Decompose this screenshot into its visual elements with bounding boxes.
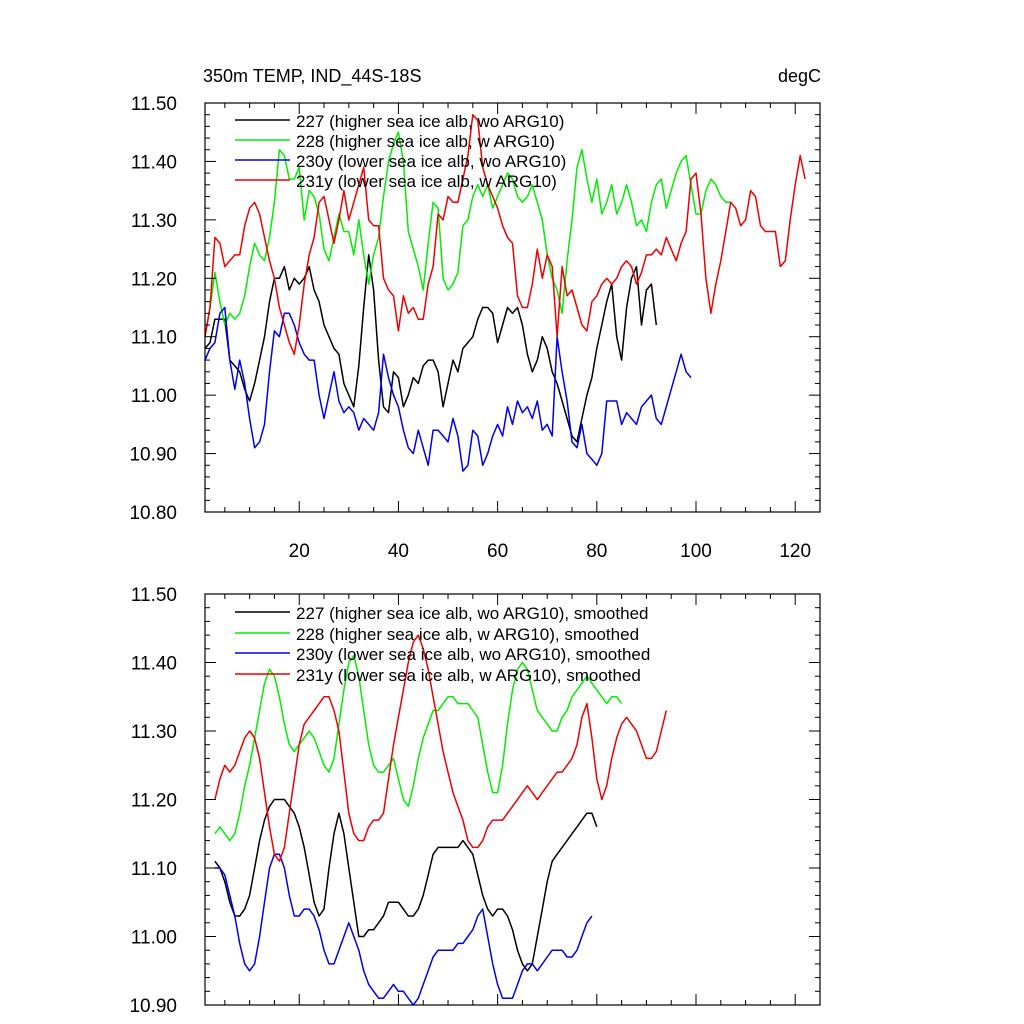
y-tick-label: 10.90 — [129, 445, 177, 466]
series-line-1 — [204, 254, 658, 443]
y-tick-label: 11.00 — [131, 386, 177, 407]
series-line-3 — [204, 306, 692, 472]
top-title-left: 350m TEMP, IND_44S-18S — [203, 66, 421, 87]
y-tick-label: 11.10 — [131, 859, 177, 880]
series-line-4 — [214, 634, 668, 862]
series-line-2 — [204, 131, 731, 337]
y-tick-label: 11.50 — [131, 585, 177, 606]
top-legend: 227 (higher sea ice alb, wo ARG10) 228 (… — [235, 112, 566, 191]
legend-label: 230y (lower sea ice alb, wo ARG10) — [296, 152, 566, 171]
legend-label: 228 (higher sea ice alb, w ARG10) — [296, 132, 555, 151]
y-tick-label: 11.50 — [131, 94, 177, 115]
bottom-ticks: 10.90 11.00 11.10 11.20 11.30 11.40 11.50 — [129, 585, 821, 1017]
series-line-4 — [204, 113, 806, 355]
y-tick-label: 11.10 — [131, 328, 177, 349]
top-panel: 350m TEMP, IND_44S-18S degC 20 40 60 80 100 1… — [129, 66, 821, 562]
bottom-legend: 227 (higher sea ice alb, wo ARG10), smoo… — [235, 604, 650, 685]
y-tick-label: 11.30 — [131, 211, 177, 232]
top-ticks: 20 40 60 80 100 120 10.80 10.90 11.00 11.10 11.20 1… — [129, 94, 821, 562]
legend-label: 231y (lower sea ice alb, w ARG10), smoot… — [296, 666, 641, 685]
y-tick-label: 11.40 — [131, 654, 177, 675]
x-tick-label: 60 — [487, 541, 508, 562]
y-tick-label: 11.20 — [131, 269, 177, 290]
legend-label: 230y (lower sea ice alb, wo ARG10), smoo… — [296, 645, 650, 664]
y-tick-label: 11.30 — [131, 722, 177, 743]
top-title-right: degC — [778, 66, 821, 86]
series-line-2 — [214, 654, 623, 842]
legend-label: 228 (higher sea ice alb, w ARG10), smoot… — [296, 625, 639, 644]
y-tick-label: 11.40 — [131, 152, 177, 173]
legend-label: 231y (lower sea ice alb, w ARG10) — [296, 172, 557, 191]
legend-label: 227 (higher sea ice alb, wo ARG10) — [296, 112, 564, 131]
x-tick-label: 20 — [289, 541, 310, 562]
y-tick-label: 11.20 — [131, 791, 177, 812]
series-line-3 — [214, 853, 593, 1006]
top-plot-frame — [204, 102, 821, 513]
top-series — [204, 113, 806, 472]
bottom-series — [214, 634, 668, 1006]
y-tick-label: 10.90 — [129, 996, 177, 1017]
y-tick-label: 11.00 — [131, 928, 177, 949]
x-tick-label: 40 — [388, 541, 409, 562]
bottom-panel: 10.90 11.00 11.10 11.20 11.30 11.40 11.50 227 … — [129, 585, 821, 1017]
y-tick-label: 10.80 — [129, 503, 177, 524]
x-tick-label: 100 — [680, 541, 712, 562]
series-line-1 — [214, 798, 598, 972]
legend-label: 227 (higher sea ice alb, wo ARG10), smoo… — [296, 604, 648, 623]
x-tick-label: 80 — [586, 541, 607, 562]
x-tick-label: 120 — [779, 541, 811, 562]
